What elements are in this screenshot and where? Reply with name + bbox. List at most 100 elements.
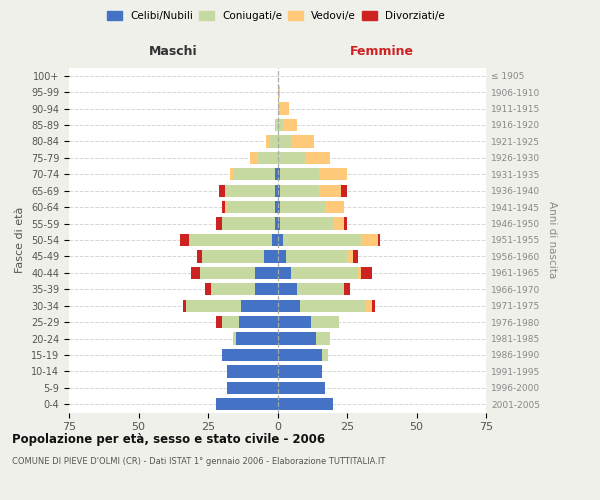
Bar <box>188 234 272 246</box>
Bar <box>222 349 277 361</box>
Bar <box>277 300 300 312</box>
Bar <box>217 398 277 410</box>
Bar <box>361 266 372 279</box>
Bar <box>280 201 325 213</box>
Bar <box>227 366 277 378</box>
Bar <box>277 152 305 164</box>
Bar <box>280 168 319 180</box>
Bar <box>202 250 263 262</box>
Bar <box>180 234 188 246</box>
Bar <box>322 349 328 361</box>
Bar <box>353 250 358 262</box>
Bar <box>277 283 297 296</box>
Bar <box>277 102 280 115</box>
Y-axis label: Anni di nascita: Anni di nascita <box>547 202 557 278</box>
Bar <box>277 349 322 361</box>
Bar <box>283 234 361 246</box>
Bar <box>277 366 322 378</box>
Bar <box>222 218 275 230</box>
Bar <box>319 168 347 180</box>
Bar <box>305 152 331 164</box>
Bar <box>319 184 341 197</box>
Bar <box>266 136 269 147</box>
Text: Femmine: Femmine <box>350 44 414 58</box>
Bar <box>250 152 258 164</box>
Bar <box>205 283 211 296</box>
Bar <box>277 184 280 197</box>
Bar <box>292 136 314 147</box>
Bar <box>258 152 277 164</box>
Bar <box>358 266 361 279</box>
Bar <box>227 201 275 213</box>
Bar <box>316 332 331 344</box>
Bar <box>230 168 233 180</box>
Bar <box>241 300 277 312</box>
Bar <box>377 234 380 246</box>
Bar <box>186 300 241 312</box>
Bar <box>272 234 277 246</box>
Bar <box>275 119 277 131</box>
Bar <box>277 168 280 180</box>
Bar <box>277 332 316 344</box>
Bar <box>233 332 236 344</box>
Bar <box>217 316 222 328</box>
Bar <box>197 250 202 262</box>
Bar <box>280 102 289 115</box>
Bar <box>277 316 311 328</box>
Bar <box>239 316 277 328</box>
Bar <box>325 201 344 213</box>
Bar <box>255 266 277 279</box>
Bar <box>280 184 319 197</box>
Bar <box>219 184 224 197</box>
Bar <box>277 382 325 394</box>
Bar <box>222 316 239 328</box>
Bar <box>277 86 280 99</box>
Bar <box>217 218 222 230</box>
Text: Popolazione per età, sesso e stato civile - 2006: Popolazione per età, sesso e stato civil… <box>12 432 325 446</box>
Bar <box>222 201 224 213</box>
Bar <box>277 266 292 279</box>
Bar <box>292 266 358 279</box>
Bar <box>277 218 280 230</box>
Bar <box>211 283 255 296</box>
Bar <box>200 266 255 279</box>
Bar <box>286 250 347 262</box>
Bar <box>269 136 277 147</box>
Bar <box>255 283 277 296</box>
Bar <box>275 168 277 180</box>
Bar <box>372 300 375 312</box>
Bar <box>277 201 280 213</box>
Bar <box>277 398 333 410</box>
Text: Maschi: Maschi <box>149 44 197 58</box>
Bar <box>300 300 367 312</box>
Bar <box>224 184 275 197</box>
Bar <box>297 283 344 296</box>
Bar <box>367 300 372 312</box>
Bar <box>277 234 283 246</box>
Bar <box>227 382 277 394</box>
Bar <box>191 266 200 279</box>
Bar <box>277 250 286 262</box>
Text: COMUNE DI PIEVE D'OLMI (CR) - Dati ISTAT 1° gennaio 2006 - Elaborazione TUTTITAL: COMUNE DI PIEVE D'OLMI (CR) - Dati ISTAT… <box>12 458 385 466</box>
Bar <box>183 300 186 312</box>
Legend: Celibi/Nubili, Coniugati/e, Vedovi/e, Divorziati/e: Celibi/Nubili, Coniugati/e, Vedovi/e, Di… <box>104 8 448 24</box>
Bar <box>333 218 344 230</box>
Bar <box>347 250 353 262</box>
Bar <box>275 184 277 197</box>
Bar <box>263 250 277 262</box>
Bar <box>344 283 350 296</box>
Bar <box>361 234 377 246</box>
Bar <box>277 136 292 147</box>
Bar <box>344 218 347 230</box>
Bar <box>280 218 333 230</box>
Bar <box>233 168 275 180</box>
Bar <box>341 184 347 197</box>
Bar <box>275 201 277 213</box>
Bar <box>224 201 227 213</box>
Bar <box>283 119 297 131</box>
Y-axis label: Fasce di età: Fasce di età <box>16 207 25 273</box>
Bar <box>236 332 277 344</box>
Bar <box>275 218 277 230</box>
Bar <box>311 316 338 328</box>
Bar <box>277 119 283 131</box>
